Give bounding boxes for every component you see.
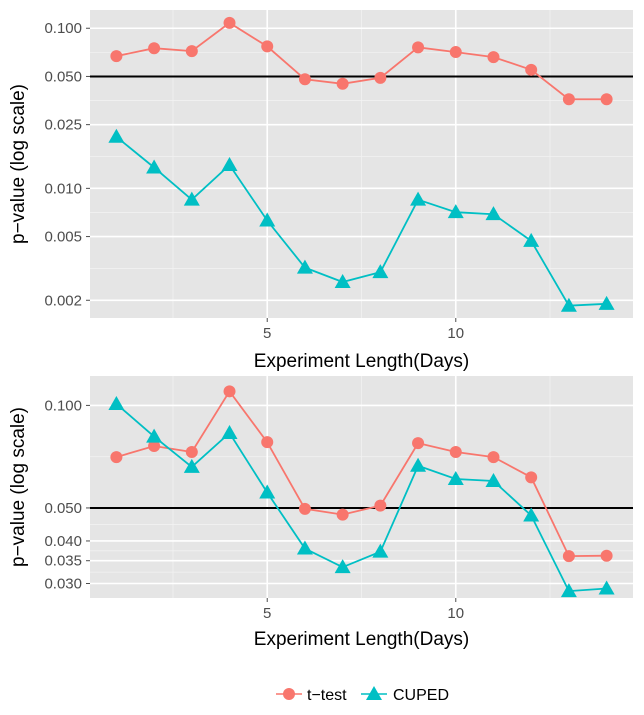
data-point-t-test [298, 502, 311, 515]
data-point-t-test [562, 550, 575, 563]
data-point-t-test [261, 436, 274, 449]
data-point-cuped [372, 543, 389, 558]
data-point-cuped [523, 232, 540, 247]
data-point-t-test [110, 451, 123, 464]
y-tick-label: 0.040 [44, 533, 82, 550]
y-tick-label: 0.002 [44, 292, 82, 309]
watermark: 知乎 @Downey·凯 [458, 675, 597, 694]
data-point-t-test [487, 51, 500, 64]
data-point-t-test [148, 42, 161, 55]
x-tick-label: 5 [263, 325, 271, 342]
data-point-cuped [146, 159, 163, 174]
y-tick-label: 0.035 [44, 553, 82, 570]
data-point-t-test [223, 385, 236, 398]
x-tick-label: 5 [263, 605, 271, 622]
data-point-cuped [410, 457, 427, 472]
x-axis-title: Experiment Length(Days) [254, 629, 469, 650]
data-point-cuped [447, 204, 464, 219]
data-point-cuped [108, 128, 125, 143]
data-point-cuped [334, 274, 351, 289]
data-point-cuped [259, 212, 276, 227]
legend: t−test CUPED [276, 686, 449, 704]
y-axis-title: p−value (log scale) [8, 407, 29, 567]
chart-panel-bottom: 0.100 0.050 0.040 0.035 0.030 5 10 Experiment L… [8, 376, 633, 650]
data-point-cuped [372, 264, 389, 279]
y-tick-label: 0.005 [44, 229, 82, 246]
y-tick-label: 0.050 [44, 68, 82, 85]
legend-cuped-marker [366, 686, 382, 700]
y-tick-label: 0.100 [44, 397, 82, 414]
data-point-cuped [560, 583, 577, 598]
data-point-cuped [108, 395, 125, 410]
data-point-t-test [185, 45, 198, 58]
data-point-cuped [221, 424, 238, 439]
data-point-cuped [523, 507, 540, 522]
y-tick-label: 0.025 [44, 117, 82, 134]
data-point-t-test [148, 440, 161, 453]
data-point-cuped [259, 484, 276, 499]
data-point-cuped [296, 259, 313, 274]
series-line-t-test [116, 21, 607, 101]
data-point-cuped [447, 471, 464, 486]
data-point-t-test [562, 93, 575, 106]
data-point-t-test [374, 71, 387, 84]
x-tick-label: 10 [447, 325, 464, 342]
data-point-t-test [600, 93, 613, 106]
data-point-t-test [185, 445, 198, 458]
data-point-cuped [410, 191, 427, 206]
y-axis-title: p−value (log scale) [8, 84, 29, 244]
data-point-t-test [525, 63, 538, 76]
data-point-t-test [525, 471, 538, 484]
legend-label-cuped: CUPED [393, 687, 449, 704]
data-point-cuped [598, 580, 615, 595]
series-line-t-test [116, 389, 607, 558]
data-point-cuped [183, 458, 200, 473]
data-point-cuped [334, 559, 351, 574]
legend-label-t-test: t−test [307, 687, 347, 704]
data-point-t-test [298, 73, 311, 86]
x-axis-title: Experiment Length(Days) [254, 351, 469, 372]
data-point-cuped [183, 191, 200, 206]
data-point-cuped [221, 156, 238, 171]
y-tick-label: 0.030 [44, 576, 82, 593]
legend-t-test-marker [283, 688, 295, 700]
x-tick-label: 10 [447, 605, 464, 622]
data-point-cuped [560, 297, 577, 312]
data-point-t-test [449, 46, 462, 59]
data-point-cuped [146, 428, 163, 443]
data-point-t-test [336, 77, 349, 90]
data-point-t-test [374, 499, 387, 512]
data-point-t-test [487, 451, 500, 464]
data-point-t-test [449, 445, 462, 458]
data-point-t-test [110, 50, 123, 63]
chart-panel-top: 0.100 0.050 0.025 0.010 0.005 0.002 5 10 Experim… [8, 10, 633, 372]
y-tick-label: 0.010 [44, 180, 82, 197]
data-point-cuped [296, 540, 313, 555]
data-point-t-test [261, 40, 274, 53]
data-point-t-test [412, 437, 425, 450]
data-point-t-test [412, 41, 425, 54]
data-point-cuped [598, 295, 615, 310]
data-point-t-test [336, 508, 349, 521]
data-point-cuped [485, 472, 502, 487]
data-point-t-test [600, 549, 613, 562]
data-point-cuped [485, 206, 502, 221]
data-point-t-test [223, 16, 236, 29]
y-tick-label: 0.100 [44, 20, 82, 37]
series-line-cuped [115, 136, 607, 307]
series-line-cuped [115, 403, 607, 593]
y-tick-label: 0.050 [44, 500, 82, 517]
